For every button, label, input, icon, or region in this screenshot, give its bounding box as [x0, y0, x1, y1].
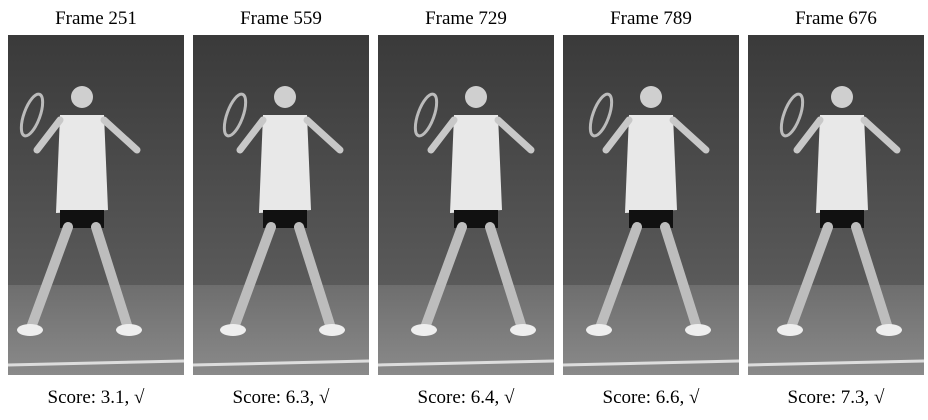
- shoe: [17, 324, 43, 336]
- player-legs: [787, 222, 892, 330]
- frame-image: [7, 35, 185, 375]
- frame-panel: Frame 676 Score: 7.3, √: [747, 8, 925, 408]
- frame-title: Frame 251: [55, 8, 137, 29]
- player-legs: [596, 222, 701, 330]
- frame-score: Score: 3.1, √: [48, 387, 146, 408]
- frame-panel: Frame 251 Score: 3.1, √: [7, 8, 185, 408]
- player-head: [640, 86, 662, 108]
- shoe: [876, 324, 902, 336]
- player-legs: [27, 222, 132, 330]
- frame-image: [562, 35, 740, 375]
- player-shirt: [450, 115, 502, 213]
- shoe: [777, 324, 803, 336]
- player-arms: [427, 116, 535, 154]
- court-line: [747, 359, 925, 367]
- frame-image: [192, 35, 370, 375]
- frame-image: [747, 35, 925, 375]
- frame-title: Frame 676: [795, 8, 877, 29]
- player-arms: [33, 116, 141, 154]
- shoe: [411, 324, 437, 336]
- player-arms: [602, 116, 710, 154]
- shoe: [510, 324, 536, 336]
- player-shirt: [56, 115, 108, 213]
- frame-title: Frame 559: [240, 8, 322, 29]
- frame-title: Frame 789: [610, 8, 692, 29]
- frame-panel: Frame 729 Score: 6.4, √: [377, 8, 555, 408]
- court-line: [377, 359, 555, 367]
- shoe: [220, 324, 246, 336]
- shoe: [116, 324, 142, 336]
- racket: [413, 92, 439, 138]
- player-legs: [421, 222, 526, 330]
- frame-panel: Frame 789 Score: 6.6, √: [562, 8, 740, 408]
- frame-score: Score: 7.3, √: [788, 387, 886, 408]
- player-legs: [230, 222, 335, 330]
- frame-title: Frame 729: [425, 8, 507, 29]
- racket: [779, 92, 805, 138]
- player-shirt: [259, 115, 311, 213]
- frame-score: Score: 6.3, √: [233, 387, 331, 408]
- frame-panel: Frame 559 Score: 6.3, √: [192, 8, 370, 408]
- player-shirt: [625, 115, 677, 213]
- frame-image: [377, 35, 555, 375]
- shoe: [685, 324, 711, 336]
- frame-score: Score: 6.4, √: [418, 387, 516, 408]
- shoe: [586, 324, 612, 336]
- player-arms: [236, 116, 344, 154]
- player-head: [274, 86, 296, 108]
- player-head: [465, 86, 487, 108]
- player-head: [71, 86, 93, 108]
- racket: [222, 92, 248, 138]
- racket: [19, 92, 45, 138]
- player-head: [831, 86, 853, 108]
- player-shirt: [816, 115, 868, 213]
- court-line: [562, 359, 740, 367]
- player-arms: [793, 116, 901, 154]
- court-line: [7, 359, 185, 367]
- court-line: [192, 359, 370, 367]
- racket: [588, 92, 614, 138]
- shoe: [319, 324, 345, 336]
- frame-score: Score: 6.6, √: [603, 387, 701, 408]
